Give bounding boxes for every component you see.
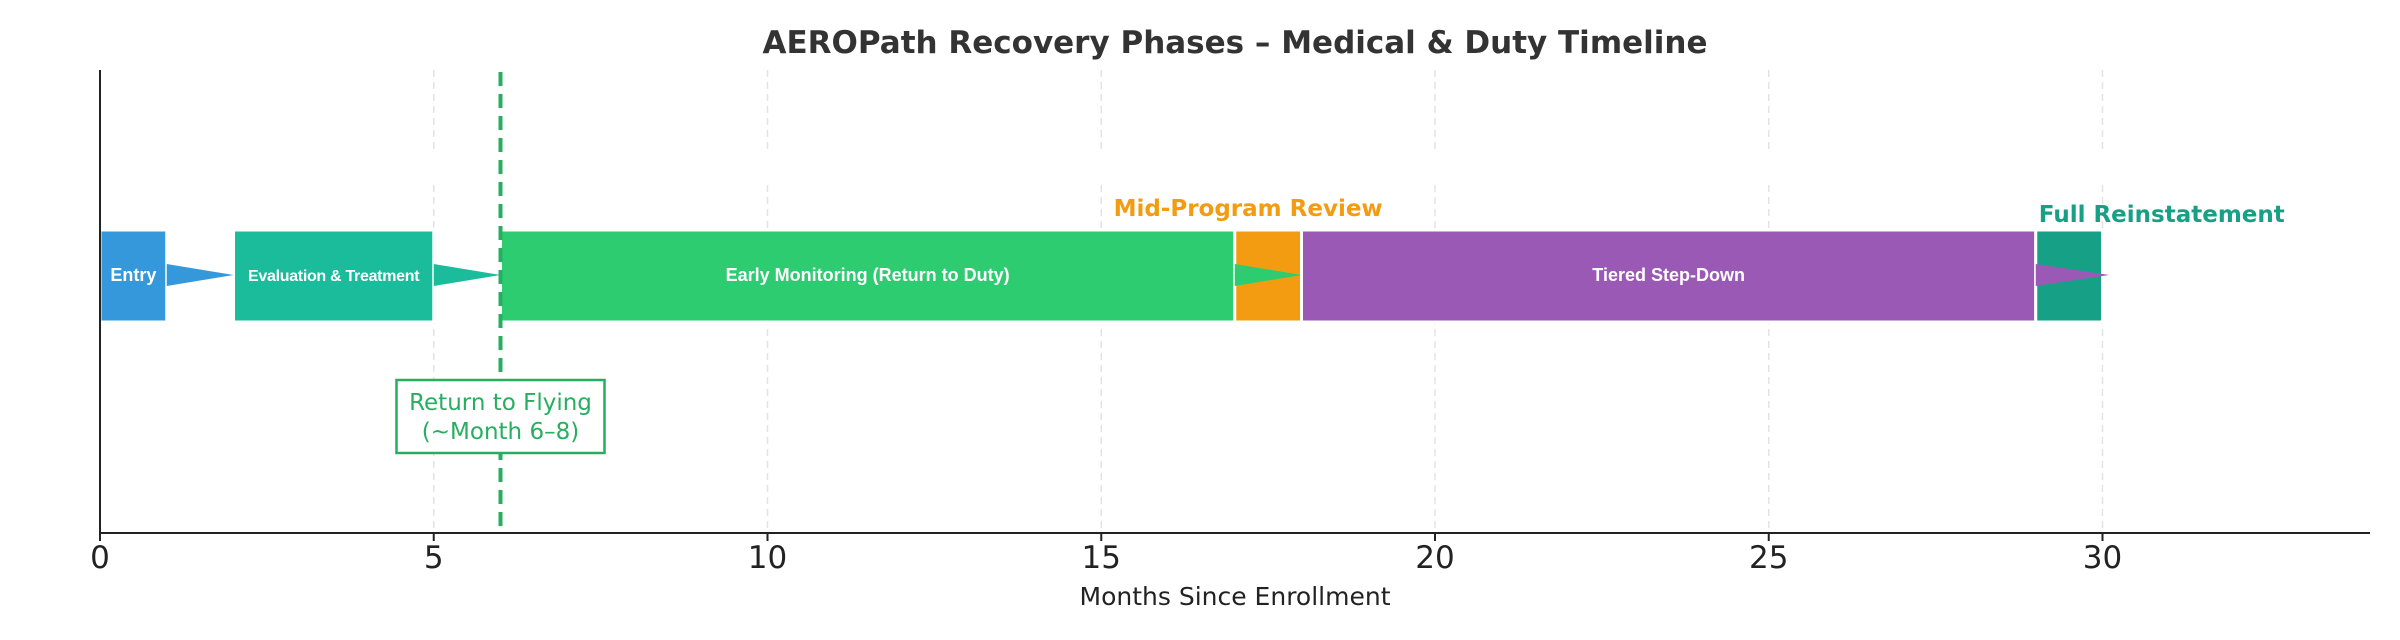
milestone-label-0: Mid-Program Review (1114, 196, 1383, 222)
milestone-label-1: Full Reinstatement (2039, 202, 2285, 228)
phase-bar-1 (232, 228, 436, 324)
x-tick-label: 25 (1749, 540, 1788, 576)
phase-connector-arrow-2 (1234, 264, 1302, 286)
x-tick-label: 10 (748, 540, 787, 576)
phase-connector-arrow-0 (166, 264, 234, 286)
phase-bars: Entry Evaluation & Treatment Early Monitor… (98, 228, 2110, 324)
phase-label-4: Tiered Step-Down (1592, 265, 1745, 285)
phase-connector-arrow-3 (2035, 264, 2110, 286)
grid-lines (433, 70, 2104, 533)
return-to-flying-box (395, 378, 606, 455)
x-tick-label: 5 (424, 540, 444, 576)
x-axis-label: Months Since Enrollment (1080, 582, 1391, 611)
phase-connector-arrow-1 (433, 264, 501, 286)
x-tick-label: 0 (90, 540, 110, 576)
x-tick-label: 15 (1082, 540, 1121, 576)
phase-label-1: Evaluation & Treatment (248, 268, 420, 285)
x-ticks: 0 5 10 15 20 25 30 (90, 533, 2122, 576)
phase-label-2: Early Monitoring (Return to Duty) (726, 265, 1010, 285)
x-tick-label: 30 (2083, 540, 2122, 576)
return-to-flying-marker: Return to Flying (~Month 6–8) (395, 72, 606, 533)
return-to-flying-sublabel: (~Month 6–8) (422, 419, 579, 445)
return-to-flying-label: Return to Flying (409, 390, 592, 416)
axes (99, 70, 2370, 534)
phase-bar-4 (1300, 228, 2038, 324)
phase-label-0: Entry (110, 265, 156, 285)
chart-title: AEROPath Recovery Phases – Medical & Dut… (763, 25, 1708, 61)
x-tick-label: 20 (1415, 540, 1454, 576)
milestone-labels: Mid-Program Review Full Reinstatement (1114, 196, 2285, 228)
